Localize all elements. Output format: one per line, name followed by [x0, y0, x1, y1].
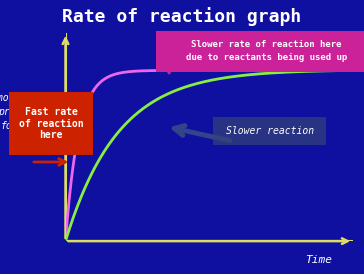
- Text: Fast rate
of reaction
here: Fast rate of reaction here: [19, 107, 83, 140]
- Text: Amount of
product
formed: Amount of product formed: [0, 93, 45, 131]
- Text: Time: Time: [305, 255, 332, 265]
- Text: Rate of reaction graph: Rate of reaction graph: [62, 7, 302, 26]
- Text: Slower rate of reaction here
due to reactants being used up: Slower rate of reaction here due to reac…: [186, 41, 347, 62]
- Text: Slower reaction: Slower reaction: [226, 126, 314, 136]
